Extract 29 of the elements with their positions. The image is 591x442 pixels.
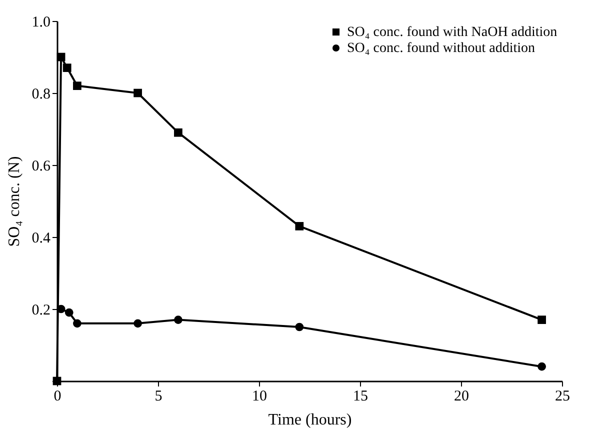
point — [73, 82, 82, 90]
x-tick-label: 5 — [154, 388, 162, 404]
point — [134, 88, 142, 98]
x-tick-label: 0 — [54, 388, 62, 404]
point — [62, 64, 72, 72]
y-axis-title: SO₄ conc. (N) — [6, 156, 23, 247]
point — [56, 304, 66, 314]
point — [174, 128, 182, 137]
y-tick-label: 0.6 — [32, 158, 51, 174]
x-tick-label: 15 — [353, 388, 368, 404]
point — [64, 308, 74, 317]
point — [174, 316, 182, 324]
x-tick-label: 20 — [454, 388, 469, 404]
y-tick-label: 0.2 — [32, 302, 50, 318]
point — [295, 322, 304, 332]
x-tick-label: 25 — [555, 388, 570, 404]
point — [538, 362, 546, 371]
y-tick-label: 1.0 — [32, 14, 50, 30]
y-tick-label: 0.8 — [32, 86, 50, 102]
legend-label: SO₄ conc. found with NaOH addition — [347, 25, 558, 40]
point — [56, 52, 66, 62]
legend-label: SO₄ conc. found without addition — [347, 41, 536, 56]
point — [538, 316, 546, 324]
point — [295, 222, 304, 230]
point — [73, 319, 82, 328]
x-tick-label: 10 — [252, 388, 267, 404]
x-axis-title: Time (hours) — [268, 412, 352, 428]
y-tick-label: 0.4 — [32, 230, 51, 246]
point — [134, 319, 142, 328]
